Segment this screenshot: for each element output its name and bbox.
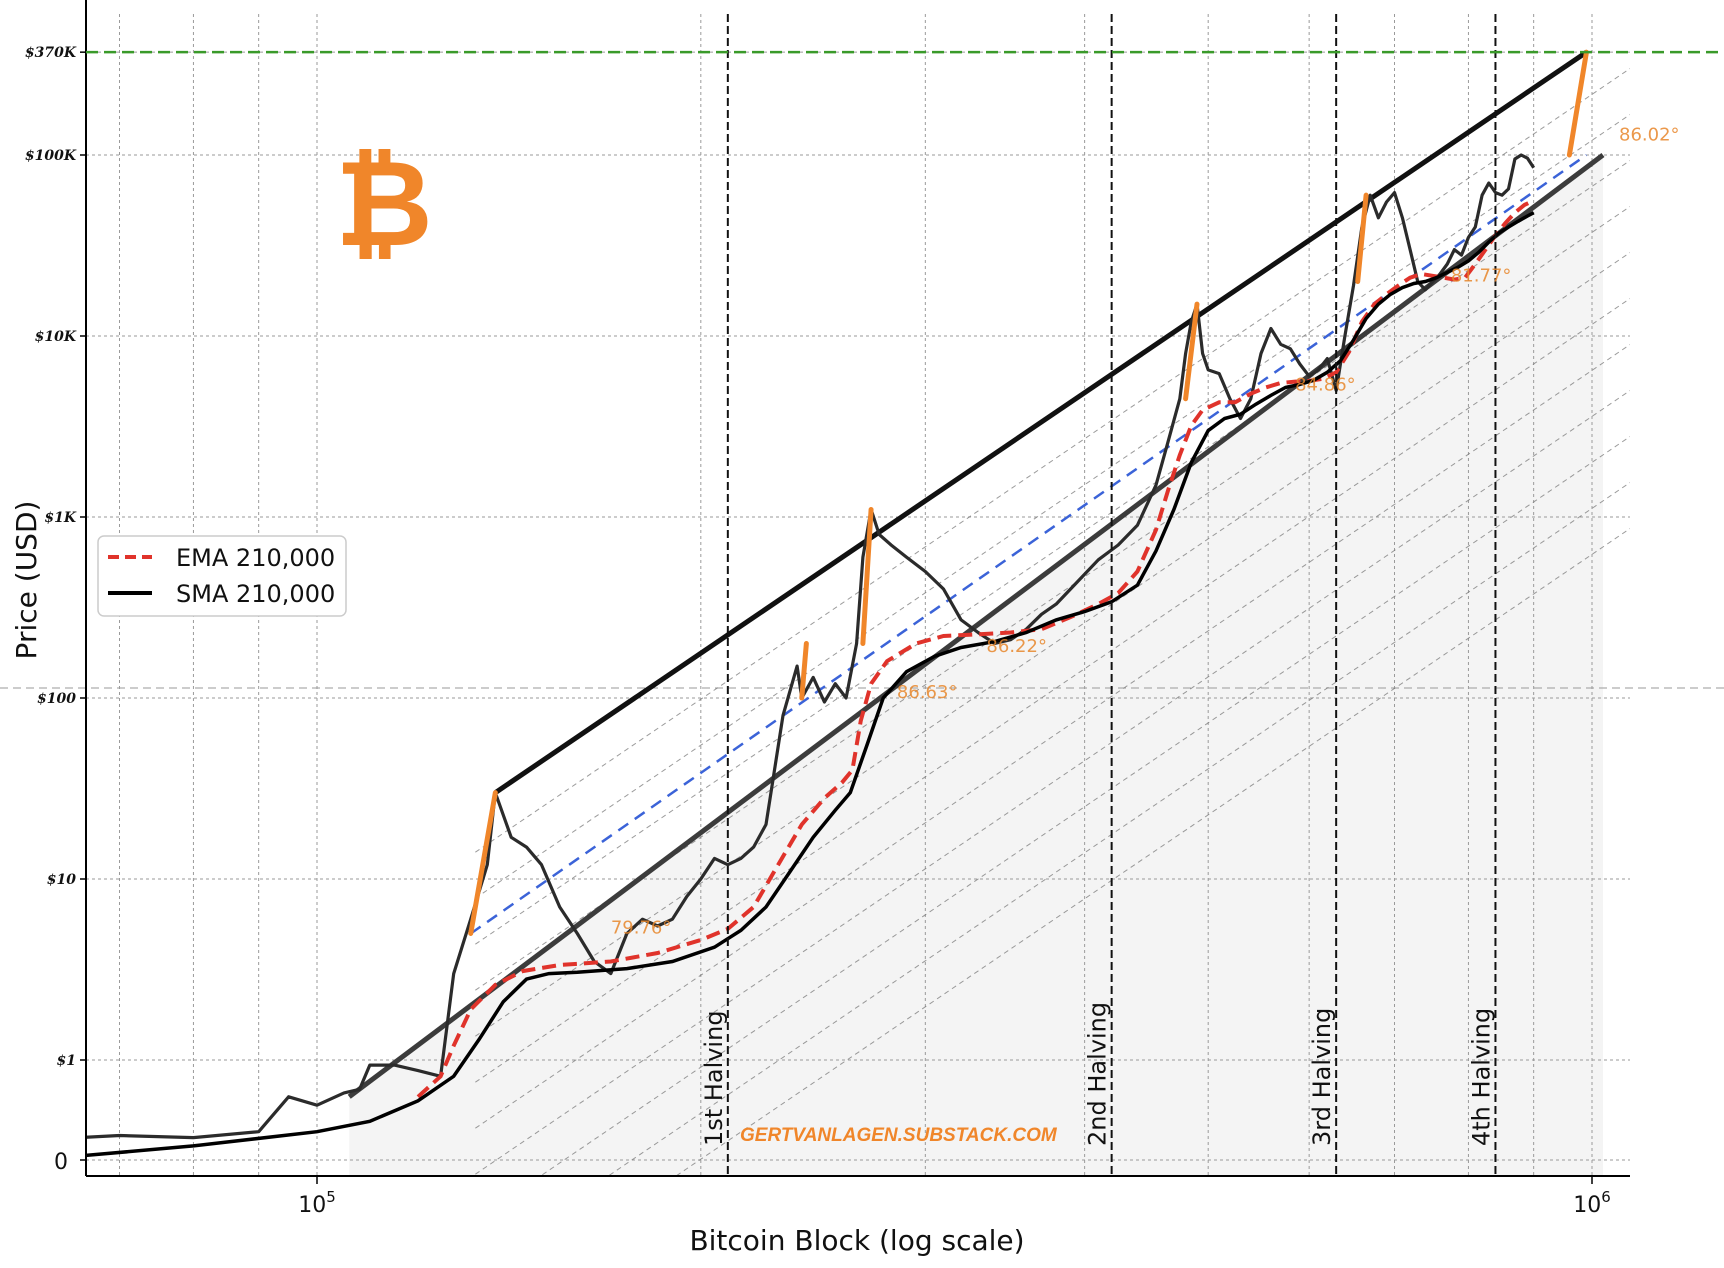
- halving-label: 2nd Halving: [1084, 1002, 1112, 1146]
- halving-label: 4th Halving: [1467, 1008, 1495, 1146]
- y-tick-label: $1K: [44, 510, 76, 526]
- channel-guide-line: [475, 343, 1630, 1129]
- halving-label: 3rd Halving: [1308, 1008, 1336, 1146]
- legend-sma-label: SMA 210,000: [176, 580, 335, 608]
- channel-guide-line: [675, 527, 1630, 1176]
- cycle-spike-line: [468, 790, 498, 936]
- watermark: GERTVANLAGEN.SUBSTACK.COM: [740, 1125, 1058, 1146]
- channel-shade-area: [349, 155, 1603, 1176]
- cycle-spike-line: [1566, 49, 1589, 158]
- angle-label: 79.76°: [611, 917, 672, 938]
- axes: 0 $1 $10 $100 $1K $10K $100K $370K 105 106: [25, 0, 1630, 1218]
- bitcoin-logo-icon: ₿: [335, 135, 433, 274]
- legend-ema-label: EMA 210,000: [176, 544, 335, 572]
- y-tick-label: $10K: [35, 329, 77, 345]
- y-tick-label: $100: [37, 691, 76, 707]
- y-tick-label: $10: [47, 872, 76, 888]
- y-axis-label: Price (USD): [10, 501, 43, 660]
- annotations: 79.76° 86.63° 86.22° 84.86° 81.77° 86.02°: [86, 50, 1724, 938]
- legend-box: [97, 535, 347, 617]
- cycle-spike-line: [799, 641, 809, 701]
- channel-guide-line: [475, 159, 1630, 945]
- channel-guide-line: [475, 113, 1630, 899]
- channel-upper-line: [493, 50, 1588, 795]
- halving-label: 1st Halving: [700, 1010, 728, 1146]
- channel-guide-line: [475, 389, 1630, 1175]
- halvings: 1st Halving 2nd Halving 3rd Halving 4th Hal…: [700, 14, 1497, 1176]
- x-axis-label: Bitcoin Block (log scale): [689, 1224, 1024, 1257]
- channel-guide-line: [475, 297, 1630, 1083]
- angle-label: 86.22°: [986, 636, 1047, 657]
- y-tick-label: $370K: [25, 45, 77, 61]
- x-tick-label: 105: [298, 1188, 336, 1218]
- angle-label: 86.63°: [897, 682, 958, 703]
- x-tick-label: 106: [1573, 1188, 1611, 1218]
- cycle-spike-line: [860, 507, 874, 647]
- legend: EMA 210,000 SMA 210,000: [97, 535, 347, 617]
- channel-guide-line: [475, 205, 1630, 991]
- y-tick-label: $1: [57, 1053, 76, 1069]
- y-tick-label: 0: [54, 1150, 68, 1175]
- channel-guide-line: [475, 67, 1630, 853]
- cycle-spike-line: [1355, 192, 1369, 285]
- series-sma-210-000: [86, 211, 1535, 1158]
- angle-label: 81.77°: [1451, 266, 1512, 287]
- channel-mid-line: [470, 153, 1588, 935]
- channel-shade: [349, 155, 1603, 1176]
- channel-guide-line: [539, 435, 1630, 1176]
- channel-lower-line: [347, 153, 1605, 1099]
- angle-label: 86.02°: [1619, 125, 1680, 146]
- channel-guide-line: [607, 481, 1630, 1176]
- y-tick-label: $100K: [25, 148, 77, 164]
- angle-label: 84.86°: [1295, 374, 1356, 395]
- channel-guides: [347, 50, 1630, 1176]
- cycle-spike-line: [1183, 301, 1200, 402]
